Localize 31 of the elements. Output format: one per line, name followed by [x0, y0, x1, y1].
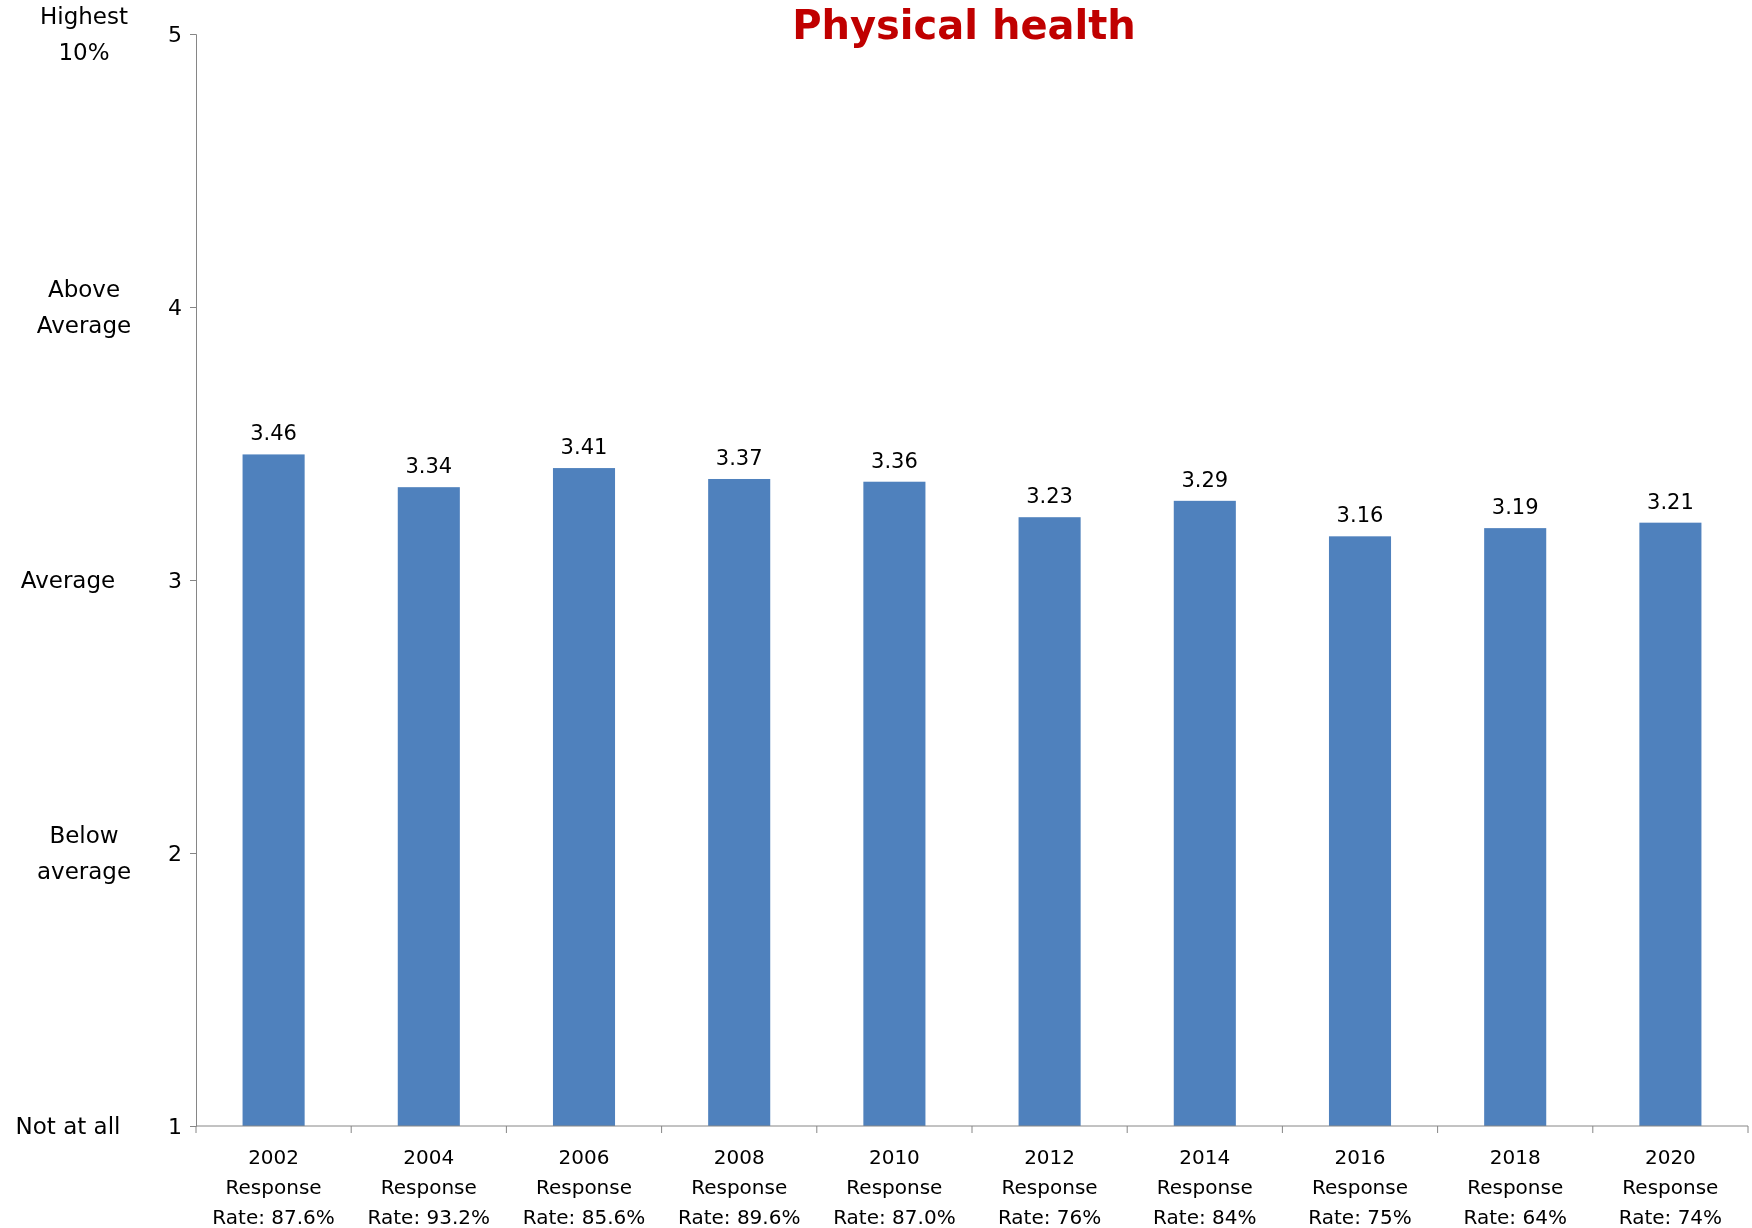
x-tick-label: 2014 Response Rate: 84%: [1153, 1145, 1257, 1228]
text: Not at all: [15, 1113, 121, 1139]
chart-title: Physical health: [792, 2, 1136, 48]
y-tick-label: 2: [168, 840, 182, 866]
x-tick-label: 2012 Response Rate: 76%: [997, 1145, 1102, 1228]
text: Average: [20, 567, 116, 593]
text: Above Average: [36, 276, 132, 338]
y-tick-label: 1: [168, 1113, 182, 1139]
y-tick-label: 3: [168, 567, 182, 593]
data-label: 3.46: [250, 421, 297, 446]
x-tick-label: 2020 Response Rate: 74%: [1618, 1145, 1723, 1228]
data-label: 3.29: [1181, 467, 1229, 492]
data-label: 3.21: [1647, 489, 1694, 514]
data-label: 3.36: [871, 448, 918, 473]
data-label: 3.23: [1026, 484, 1073, 509]
x-tick-label: 2004 Response Rate: 93.2%: [367, 1145, 491, 1228]
text: Highest 10%: [39, 3, 129, 65]
x-tick-label: 2018 Response Rate: 64%: [1463, 1145, 1567, 1228]
x-tick-label: 2002 Response Rate: 87.6%: [212, 1145, 335, 1228]
text: Below average: [36, 822, 132, 884]
data-label: 3.41: [560, 435, 608, 460]
y-tick-label: 5: [168, 21, 182, 47]
data-label: 3.37: [715, 445, 763, 470]
x-tick-label: 2016 Response Rate: 75%: [1308, 1145, 1412, 1228]
x-tick-label: 2010 Response Rate: 87.0%: [833, 1145, 956, 1228]
y-tick-label: 4: [168, 294, 182, 320]
data-label: 3.34: [405, 454, 453, 479]
x-tick-label: 2008 Response Rate: 89.6%: [677, 1145, 801, 1228]
data-label: 3.16: [1336, 503, 1384, 528]
x-tick-label: 2006 Response Rate: 85.6%: [522, 1145, 646, 1228]
data-label: 3.19: [1491, 495, 1539, 520]
